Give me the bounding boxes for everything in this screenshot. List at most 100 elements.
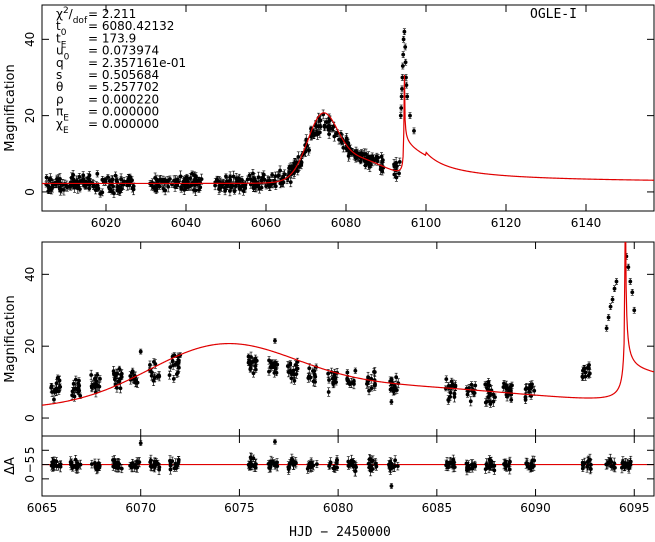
x-tick-label: 6065 — [27, 501, 58, 515]
data-point — [264, 183, 269, 190]
parameter-name: q — [56, 56, 64, 70]
model-curve — [42, 242, 654, 406]
data-point — [322, 123, 327, 131]
peak-point — [632, 306, 637, 314]
parameter-value: = 0.000000 — [88, 105, 159, 119]
x-tick-label: 6120 — [491, 216, 522, 230]
data-point — [273, 171, 278, 181]
x-tick: 6075 — [224, 436, 255, 515]
data-point — [353, 367, 358, 374]
data-point — [96, 185, 101, 192]
data-point — [468, 396, 473, 407]
data-point — [167, 370, 172, 380]
data-point — [306, 373, 311, 383]
data-point — [115, 458, 120, 467]
x-tick: 6120 — [491, 5, 522, 230]
data-point — [286, 366, 291, 378]
y-tick-label: −5 — [23, 456, 37, 474]
data-point — [111, 462, 116, 471]
data-point — [103, 176, 108, 183]
data-point — [89, 381, 94, 392]
data-point — [77, 385, 82, 396]
y-tick-label: 20 — [23, 108, 37, 123]
data-point — [509, 397, 514, 403]
y-tick: 5 — [23, 446, 654, 454]
data-point — [100, 188, 105, 197]
x-tick-label: 6080 — [323, 501, 354, 515]
data-point — [502, 380, 506, 387]
x-tick-label: 6100 — [411, 216, 442, 230]
data-point — [223, 186, 227, 196]
data-point — [249, 351, 253, 363]
data-point — [373, 458, 378, 470]
data-point — [97, 382, 102, 392]
data-point — [78, 459, 83, 470]
data-point — [272, 368, 277, 378]
data-point — [254, 356, 259, 365]
data-point — [621, 458, 626, 467]
data-point — [327, 462, 332, 470]
data-point — [49, 383, 54, 393]
data-point — [251, 369, 256, 378]
data-point — [119, 464, 124, 474]
data-point — [609, 462, 614, 471]
y-tick-label: 5 — [23, 446, 37, 454]
peak-point — [399, 93, 404, 100]
peak-point — [405, 93, 410, 100]
parameter-value: = 0.505684 — [88, 68, 159, 82]
data-point — [504, 385, 509, 392]
data-point — [394, 372, 399, 382]
y-tick: 40 — [23, 267, 654, 282]
x-tick: 6040 — [171, 5, 201, 230]
data-point — [289, 457, 294, 466]
data-point — [321, 109, 326, 120]
x-tick: 6020 — [91, 5, 121, 230]
data-point — [148, 457, 153, 467]
data-point — [130, 184, 135, 193]
data-point — [625, 458, 630, 468]
y-tick-label: 0 — [23, 414, 37, 422]
data-point — [589, 459, 593, 471]
x-tick: 6065 — [27, 436, 58, 515]
data-point — [152, 358, 156, 366]
data-point — [110, 175, 114, 186]
x-tick-label: 6090 — [520, 501, 551, 515]
parameter-name: θ — [56, 80, 63, 94]
data-point — [332, 465, 337, 473]
data-point — [613, 463, 617, 473]
data-point — [587, 361, 591, 369]
data-point — [125, 180, 130, 191]
zoom-panel: 0 20 40 Magnification — [3, 241, 655, 437]
data-point — [529, 392, 534, 400]
data-point — [587, 369, 592, 378]
data-point — [299, 160, 304, 170]
data-point — [531, 461, 536, 471]
data-point — [51, 462, 56, 471]
data-point — [157, 463, 162, 472]
data-point — [115, 176, 119, 183]
data-point — [267, 367, 271, 376]
data-point — [115, 383, 119, 393]
peak-point — [626, 263, 631, 271]
data-point — [134, 377, 138, 385]
data-point — [44, 174, 49, 181]
data-point — [313, 376, 317, 387]
data-point — [354, 462, 358, 473]
data-point — [168, 459, 173, 467]
data-point — [466, 462, 470, 470]
x-tick-label: 6140 — [571, 216, 602, 230]
data-point — [172, 464, 177, 472]
data-point — [367, 386, 371, 396]
data-point — [95, 380, 100, 390]
data-point — [266, 460, 271, 468]
data-point — [508, 456, 512, 467]
data-point — [297, 162, 302, 171]
data-point — [388, 386, 393, 393]
data-point — [292, 158, 297, 170]
data-point — [492, 461, 497, 471]
data-point — [472, 460, 477, 469]
data-point — [112, 188, 116, 198]
data-point — [189, 180, 194, 191]
